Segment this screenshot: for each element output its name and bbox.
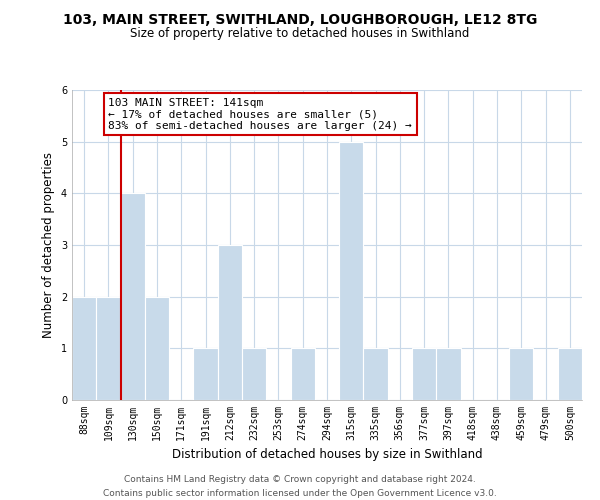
Text: 103 MAIN STREET: 141sqm
← 17% of detached houses are smaller (5)
83% of semi-det: 103 MAIN STREET: 141sqm ← 17% of detache… xyxy=(109,98,412,131)
Bar xyxy=(509,348,533,400)
Text: 103, MAIN STREET, SWITHLAND, LOUGHBOROUGH, LE12 8TG: 103, MAIN STREET, SWITHLAND, LOUGHBOROUG… xyxy=(63,12,537,26)
Bar xyxy=(193,348,218,400)
Bar xyxy=(290,348,315,400)
Bar xyxy=(72,296,96,400)
Bar xyxy=(242,348,266,400)
Bar xyxy=(364,348,388,400)
Text: Size of property relative to detached houses in Swithland: Size of property relative to detached ho… xyxy=(130,28,470,40)
Bar xyxy=(436,348,461,400)
Bar xyxy=(96,296,121,400)
X-axis label: Distribution of detached houses by size in Swithland: Distribution of detached houses by size … xyxy=(172,448,482,462)
Bar xyxy=(339,142,364,400)
Text: Contains HM Land Registry data © Crown copyright and database right 2024.
Contai: Contains HM Land Registry data © Crown c… xyxy=(103,476,497,498)
Y-axis label: Number of detached properties: Number of detached properties xyxy=(43,152,55,338)
Bar xyxy=(218,245,242,400)
Bar xyxy=(412,348,436,400)
Bar xyxy=(121,194,145,400)
Bar xyxy=(145,296,169,400)
Bar xyxy=(558,348,582,400)
